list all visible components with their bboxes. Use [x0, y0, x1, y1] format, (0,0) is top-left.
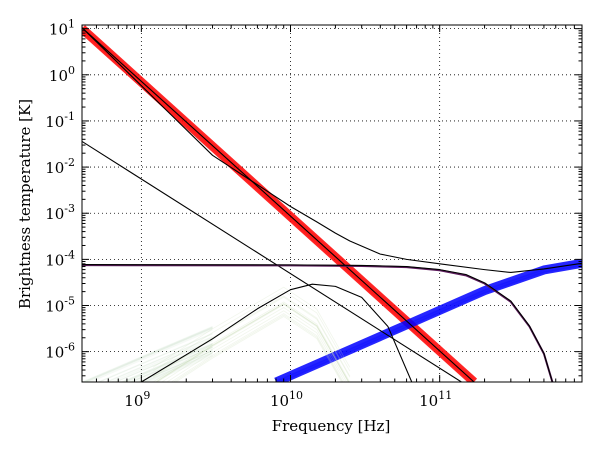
y-tick-exponent: -6: [64, 341, 75, 354]
band-3-line: [154, 302, 350, 382]
x-tick-label: 1010: [270, 389, 303, 410]
band-2-line: [105, 336, 213, 382]
band-2-line: [109, 338, 213, 382]
band-3-line: [152, 296, 351, 378]
band-2-line: [128, 346, 213, 382]
y-tick-label: 10-1: [45, 110, 75, 131]
band-2-line: [84, 327, 213, 382]
band-2-line: [134, 348, 213, 382]
band-2-line: [85, 327, 213, 382]
band-3-line: [166, 310, 346, 382]
y-tick-exponent: 0: [68, 64, 75, 77]
series-0-line: [82, 27, 475, 382]
band-3-line: [156, 304, 349, 382]
band-2-line: [142, 352, 213, 382]
y-tick-label: 10-4: [45, 248, 75, 269]
band-2-line: [96, 332, 213, 382]
y-tick-exponent: -1: [64, 110, 75, 123]
axis-ticks: 109 1010 101110110010-110-210-310-410-510-…: [45, 18, 583, 410]
model-curves: [82, 27, 582, 382]
band-3-line: [152, 290, 351, 372]
band-3-line: [161, 307, 348, 382]
band-2-line: [113, 340, 213, 382]
band-2-line: [104, 336, 213, 382]
band-2-line: [130, 347, 213, 382]
band-2-line: [141, 351, 213, 382]
axes-box: [81, 24, 583, 383]
band-2-line: [121, 343, 213, 382]
x-tick-label: 109: [124, 389, 150, 410]
y-tick-label: 101: [49, 18, 75, 39]
band-2-line: [143, 352, 213, 382]
x-tick-exponent: 11: [438, 389, 452, 402]
band-3-line: [152, 286, 351, 368]
uncertainty-bands: [82, 25, 582, 382]
y-tick-label: 10-6: [45, 341, 75, 362]
y-axis-label: Brightness temperature [K]: [16, 99, 34, 309]
band-2-line: [121, 343, 213, 382]
band-3-line: [152, 301, 351, 382]
x-tick-exponent: 9: [143, 389, 150, 402]
series-5-line: [82, 264, 553, 382]
series-2-line: [82, 27, 582, 274]
band-2-line: [146, 353, 213, 382]
band-3-line: [172, 314, 343, 382]
band-2-line: [123, 344, 213, 382]
y-tick-exponent: -5: [64, 295, 75, 308]
band-3-line: [170, 313, 344, 382]
band-3-line: [174, 315, 343, 382]
band-2-line: [125, 344, 213, 382]
grid-lines: [82, 25, 582, 382]
y-tick-exponent: -2: [64, 156, 75, 169]
x-tick-label: 1011: [419, 389, 452, 410]
series-3-line: [141, 283, 413, 382]
y-tick-exponent: 1: [68, 18, 75, 31]
x-axis-label: Frequency [Hz]: [272, 417, 391, 435]
band-3-line: [155, 303, 350, 382]
band-2-line: [128, 346, 213, 382]
band-3-line: [155, 303, 350, 382]
band-2-line: [82, 325, 213, 382]
band-2-line: [97, 333, 213, 382]
y-tick-label: 100: [49, 64, 75, 85]
band-2-line: [82, 326, 213, 382]
x-tick-exponent: 10: [289, 389, 303, 402]
y-tick-label: 10-5: [45, 295, 75, 316]
series-1-line: [82, 140, 462, 382]
band-2-line: [114, 340, 213, 382]
band-2-line: [83, 326, 213, 382]
y-tick-exponent: -4: [64, 248, 75, 261]
y-tick-label: 10-3: [45, 202, 75, 223]
band-2-line: [88, 329, 213, 382]
y-tick-exponent: -3: [64, 202, 75, 215]
plot-frame: [81, 24, 583, 383]
band-1-core: [274, 258, 582, 382]
band-2-line: [149, 355, 213, 382]
y-tick-label: 10-2: [45, 156, 75, 177]
